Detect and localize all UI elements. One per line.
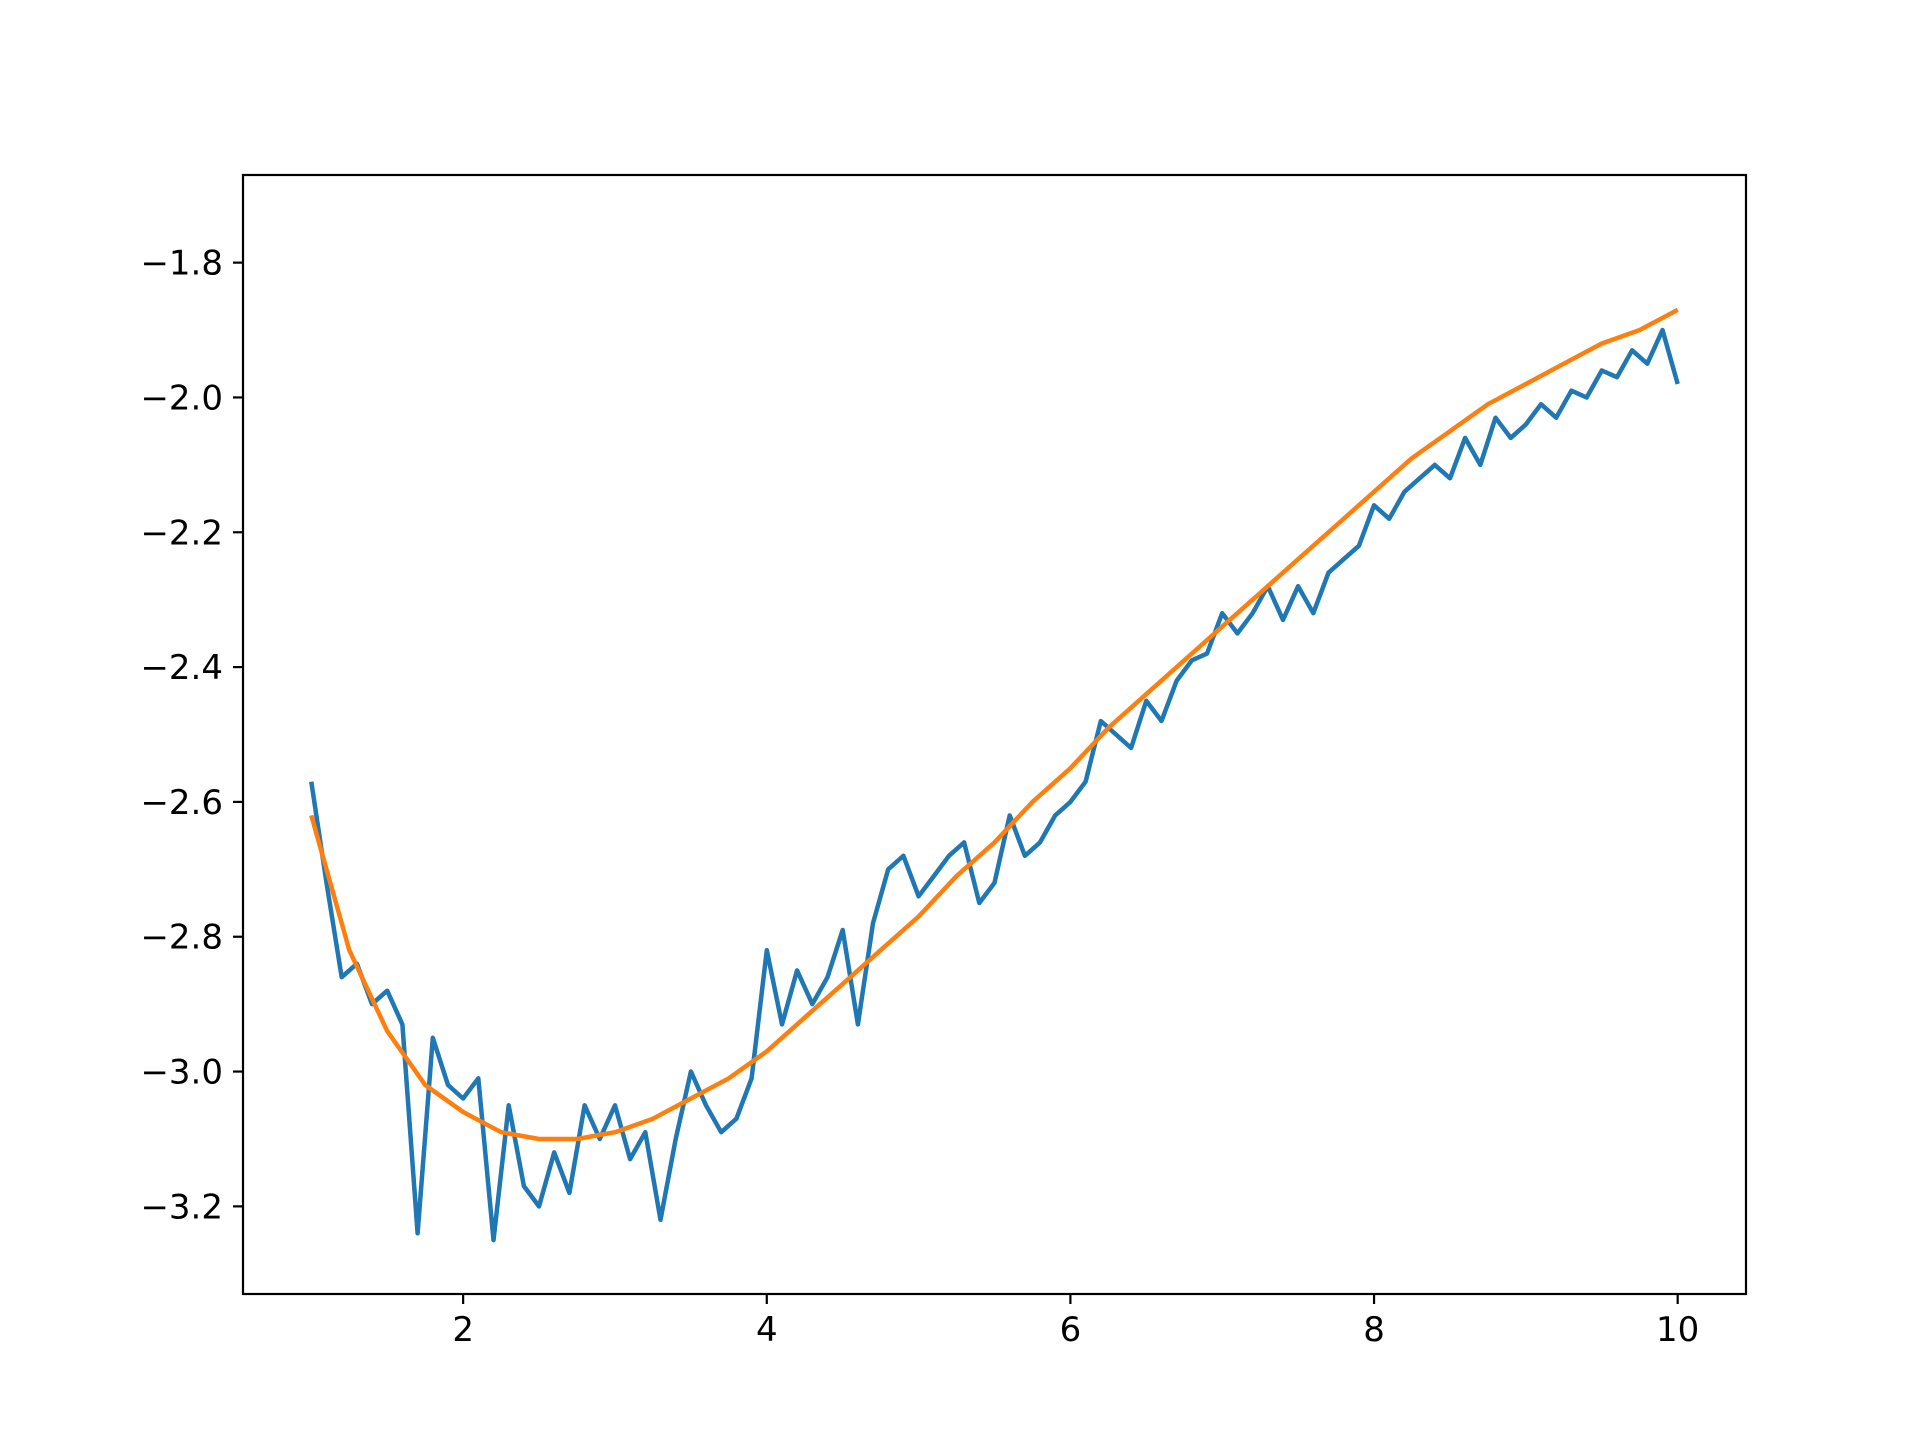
x-tick-label: 4	[756, 1310, 778, 1350]
plot-area	[309, 307, 1680, 1243]
y-tick-label: −2.4	[140, 648, 223, 688]
x-axis: 2 4 6 8 10	[452, 1294, 1699, 1350]
x-tick-label: 8	[1363, 1310, 1385, 1350]
y-tick-label: −2.0	[140, 378, 223, 418]
y-tick-label: −1.8	[140, 244, 223, 284]
x-tick-label: 6	[1060, 1310, 1082, 1350]
y-tick-label: −2.6	[140, 783, 223, 823]
y-axis: −1.8 −2.0 −2.2 −2.4 −2.6 −2.8 −3.0 −3.2	[140, 244, 243, 1227]
x-tick-label: 2	[452, 1310, 474, 1350]
series-line-1	[309, 327, 1680, 1243]
x-tick-label: 10	[1656, 1310, 1699, 1350]
y-tick-label: −3.2	[140, 1187, 223, 1227]
y-tick-label: −2.8	[140, 918, 223, 958]
series-line-2	[309, 307, 1679, 1142]
y-tick-label: −2.2	[140, 513, 223, 553]
y-tick-label: −3.0	[140, 1053, 223, 1093]
axes-frame	[241, 173, 1748, 1296]
